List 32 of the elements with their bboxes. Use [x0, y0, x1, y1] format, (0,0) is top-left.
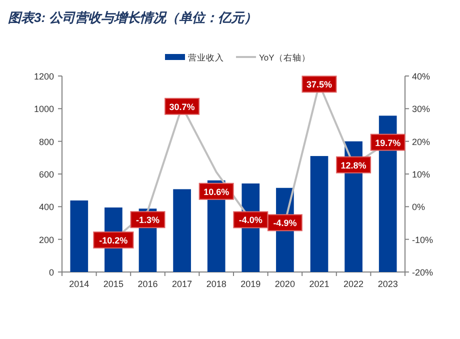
x-tick-label: 2016 [138, 279, 158, 289]
y-tick-label: 800 [38, 136, 54, 147]
y2-tick-label: 10% [412, 170, 430, 180]
x-tick-label: 2015 [103, 279, 124, 289]
x-tick-label: 2021 [309, 279, 330, 289]
y-tick-label: 1200 [34, 72, 54, 82]
y-tick-label: 200 [38, 234, 54, 245]
bar [173, 189, 191, 272]
bar [70, 200, 88, 272]
data-label: -1.3% [136, 215, 160, 226]
y-tick-label: 400 [38, 202, 54, 212]
x-tick-label: 2014 [69, 279, 90, 289]
x-tick-label: 2018 [206, 279, 226, 289]
y2-tick-label: 0% [412, 202, 426, 212]
x-tick-label: 2022 [344, 279, 364, 289]
x-tick-label: 2017 [172, 279, 192, 289]
y2-tick-label: 40% [412, 72, 430, 82]
y-tick-label: 600 [38, 170, 54, 180]
y-tick-label: 1000 [34, 104, 54, 114]
y2-tick-label: -20% [412, 268, 434, 278]
x-tick-label: 2023 [378, 279, 398, 289]
x-tick-label: 2019 [240, 279, 261, 289]
y2-tick-label: -10% [412, 234, 434, 245]
chart-title: 图表3: 公司营收与增长情况（单位：亿元） [8, 10, 258, 25]
x-tick-label: 2020 [274, 279, 295, 289]
y2-tick-label: 20% [412, 136, 430, 147]
legend-label: 营业收入 [188, 52, 224, 62]
legend-label: YoY（右轴） [259, 52, 310, 62]
y2-tick-label: 30% [412, 104, 430, 114]
data-label: 10.6% [204, 186, 230, 197]
bar [310, 156, 328, 272]
y-tick-label: 0 [48, 268, 54, 278]
